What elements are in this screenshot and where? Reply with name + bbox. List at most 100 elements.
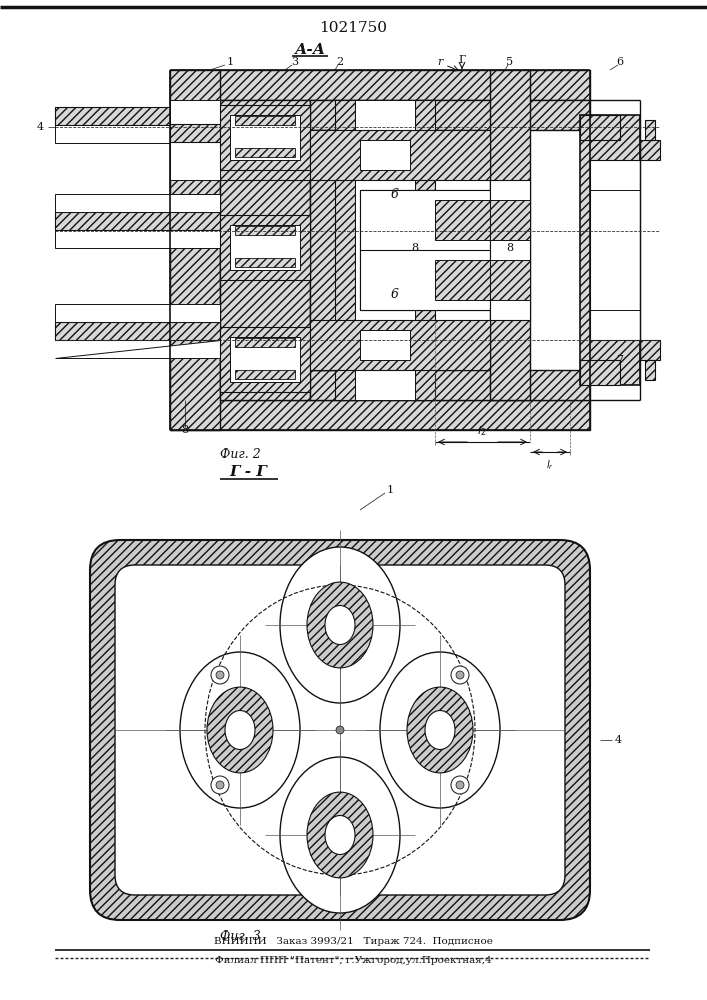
Text: $l_r$: $l_r$	[546, 458, 554, 472]
Text: 6: 6	[617, 57, 624, 67]
Text: 4: 4	[614, 735, 621, 745]
Bar	[360, 330, 410, 360]
Polygon shape	[310, 370, 590, 400]
Bar	[360, 190, 490, 310]
Circle shape	[456, 671, 464, 679]
Ellipse shape	[180, 652, 300, 808]
Ellipse shape	[307, 792, 373, 878]
Bar	[230, 140, 300, 170]
Polygon shape	[310, 100, 590, 130]
Bar	[355, 100, 415, 400]
Polygon shape	[220, 105, 310, 170]
Polygon shape	[55, 230, 220, 248]
Polygon shape	[55, 194, 220, 212]
Circle shape	[216, 781, 224, 789]
Circle shape	[451, 776, 469, 794]
Ellipse shape	[280, 757, 400, 913]
Text: ВНИИПИ   Заказ 3993/21   Тираж 724.  Подписное: ВНИИПИ Заказ 3993/21 Тираж 724. Подписно…	[214, 937, 493, 946]
Polygon shape	[435, 260, 490, 300]
Bar	[220, 130, 310, 180]
Polygon shape	[235, 226, 295, 235]
Polygon shape	[55, 304, 220, 322]
Polygon shape	[640, 140, 660, 160]
Polygon shape	[580, 115, 640, 385]
Polygon shape	[645, 360, 655, 380]
Ellipse shape	[325, 605, 355, 645]
Ellipse shape	[280, 547, 400, 703]
Polygon shape	[220, 100, 310, 400]
Text: 4: 4	[37, 122, 44, 132]
Polygon shape	[490, 70, 530, 400]
Polygon shape	[310, 130, 360, 370]
Polygon shape	[55, 125, 220, 143]
Text: 1: 1	[387, 485, 394, 495]
Ellipse shape	[325, 816, 355, 854]
Text: Филиал ППП "Патент", г.Ужгород,ул.Проектная,4: Филиал ППП "Патент", г.Ужгород,ул.Проект…	[215, 956, 491, 965]
FancyBboxPatch shape	[115, 565, 565, 895]
Bar	[230, 115, 300, 160]
Polygon shape	[645, 120, 655, 140]
Text: Фиг. 3: Фиг. 3	[220, 930, 260, 944]
Text: r: r	[438, 57, 443, 67]
Polygon shape	[490, 200, 530, 240]
Text: 8: 8	[182, 425, 189, 435]
Text: 6: 6	[391, 188, 399, 202]
Text: 1021750: 1021750	[319, 21, 387, 35]
Polygon shape	[170, 100, 220, 180]
Text: 3: 3	[291, 57, 298, 67]
Text: $l_2$: $l_2$	[477, 424, 486, 438]
Polygon shape	[310, 320, 490, 370]
Ellipse shape	[380, 652, 500, 808]
FancyBboxPatch shape	[90, 540, 590, 920]
Bar	[360, 140, 410, 170]
Circle shape	[216, 671, 224, 679]
Polygon shape	[235, 338, 295, 347]
Bar	[55, 60, 650, 430]
Bar	[230, 225, 300, 270]
Text: 7: 7	[617, 355, 624, 365]
Polygon shape	[170, 124, 220, 142]
Polygon shape	[220, 215, 310, 280]
Polygon shape	[55, 322, 220, 340]
Polygon shape	[580, 360, 620, 385]
Text: Г: Г	[458, 55, 466, 65]
Polygon shape	[640, 340, 660, 360]
Polygon shape	[220, 327, 310, 392]
Polygon shape	[170, 70, 220, 430]
Polygon shape	[490, 260, 530, 300]
Text: 1: 1	[226, 57, 233, 67]
Text: Г - Г: Г - Г	[229, 465, 267, 479]
Ellipse shape	[425, 710, 455, 750]
Text: Фиг. 2: Фиг. 2	[220, 448, 260, 462]
Circle shape	[211, 776, 229, 794]
Polygon shape	[435, 200, 490, 240]
Polygon shape	[170, 70, 590, 100]
Text: 8: 8	[506, 243, 513, 253]
Circle shape	[451, 666, 469, 684]
Bar	[230, 337, 300, 382]
Polygon shape	[415, 100, 435, 400]
Polygon shape	[235, 148, 295, 157]
Polygon shape	[310, 130, 490, 180]
Text: 8: 8	[411, 243, 419, 253]
Polygon shape	[55, 107, 220, 125]
Polygon shape	[55, 340, 220, 358]
Polygon shape	[490, 180, 530, 320]
Text: 2: 2	[337, 57, 344, 67]
Polygon shape	[235, 370, 295, 379]
Ellipse shape	[225, 710, 255, 750]
Bar	[360, 190, 490, 310]
Polygon shape	[235, 116, 295, 125]
Ellipse shape	[207, 687, 273, 773]
Polygon shape	[235, 258, 295, 267]
Polygon shape	[170, 400, 590, 430]
Polygon shape	[580, 115, 620, 140]
Text: 6: 6	[391, 288, 399, 302]
Text: 5: 5	[506, 57, 513, 67]
Text: А-А: А-А	[294, 43, 325, 57]
Polygon shape	[590, 160, 640, 340]
Circle shape	[211, 666, 229, 684]
Ellipse shape	[407, 687, 473, 773]
Ellipse shape	[307, 582, 373, 668]
Circle shape	[456, 781, 464, 789]
